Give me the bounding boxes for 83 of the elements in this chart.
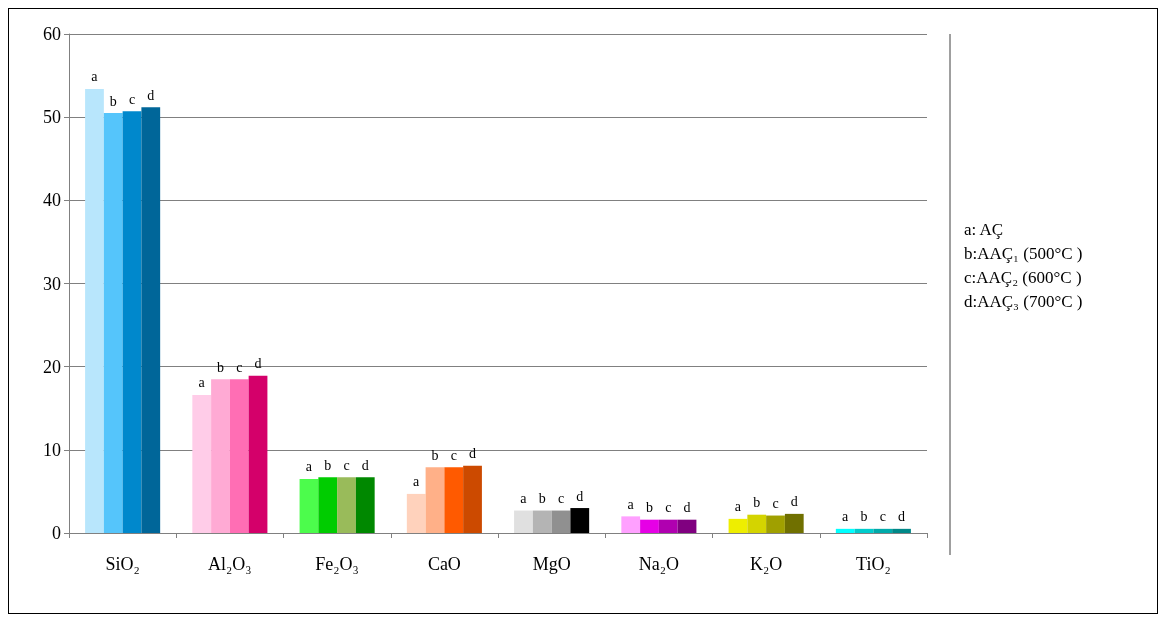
bar [248,375,268,533]
bar [873,528,893,533]
x-tick-label: MgO [532,554,571,574]
text: a: AÇ [964,220,1004,239]
text: b [645,500,653,516]
text: b [860,509,868,525]
text: d [683,500,691,516]
text: a [305,459,313,475]
y-tick-label: 40 [43,190,61,211]
bar [621,516,641,533]
y-tick-label: 0 [52,523,61,543]
x-tick-label: CaO [427,554,461,574]
text: c [236,359,243,375]
y-tick-label: 50 [43,107,61,128]
bar [570,508,590,533]
text: d [576,488,584,504]
bar [337,477,356,533]
bar [444,467,464,533]
text: d:AAÇ₃ (700°C ) [964,292,1083,311]
y-tick-label: 20 [43,356,61,377]
bar [728,518,748,533]
text: c [450,447,457,463]
bar [514,510,533,533]
bar [355,477,375,533]
text: a [198,375,205,391]
series-label: c [772,496,779,512]
text: a [842,509,849,525]
text: c [557,491,565,507]
bar [835,528,855,533]
x-tick-label: SiO₂ [105,554,140,574]
bar [854,528,874,533]
bar [551,510,571,533]
text: a [627,496,634,512]
bar [677,519,697,533]
y-tick-label: 10 [43,439,61,460]
bar [747,514,767,533]
bar [85,88,104,533]
bar [192,394,212,533]
bar [318,477,338,533]
text: c [879,509,886,525]
x-tick-label: TiO₂ [856,554,891,574]
text: d [898,509,906,525]
bar [122,111,142,533]
y-tick-label: 30 [43,273,61,294]
bar [658,519,678,533]
bar [640,519,659,533]
text: b:AAÇ₁ (500°C ) [964,244,1083,263]
text: a [734,499,742,515]
bar [299,478,319,533]
series-label: d [147,87,155,103]
bar [784,513,804,533]
text: c [343,457,350,473]
x-tick-label: Al₂O₃ [208,554,252,574]
text: d [469,446,477,462]
x-tick-label: Na₂O [638,554,680,574]
text: b [216,359,224,375]
y-tick-label: 60 [43,24,61,44]
text: a [413,474,420,490]
series-label: b [109,93,117,109]
x-tick-label: Fe₂O₃ [315,554,359,574]
bar [406,493,426,533]
x-tick-label: K₂O [749,554,783,574]
bar [211,379,230,533]
bar [766,515,785,533]
series-label: a [91,69,99,85]
text: c [128,91,136,107]
text: b [431,447,439,463]
bar [229,379,249,533]
bar [103,113,123,533]
bar [141,107,161,533]
text: a [520,491,527,507]
text: b [753,495,761,511]
bar [463,465,482,533]
bar [892,528,911,533]
bar [425,467,445,533]
text: b [324,457,332,473]
text: c:AAÇ₂ (600°C ) [964,268,1082,287]
bar [532,510,552,533]
text: d [361,457,369,473]
text: d [790,494,798,510]
text: d [254,356,262,372]
text: b [538,491,546,507]
text: c [665,500,672,516]
